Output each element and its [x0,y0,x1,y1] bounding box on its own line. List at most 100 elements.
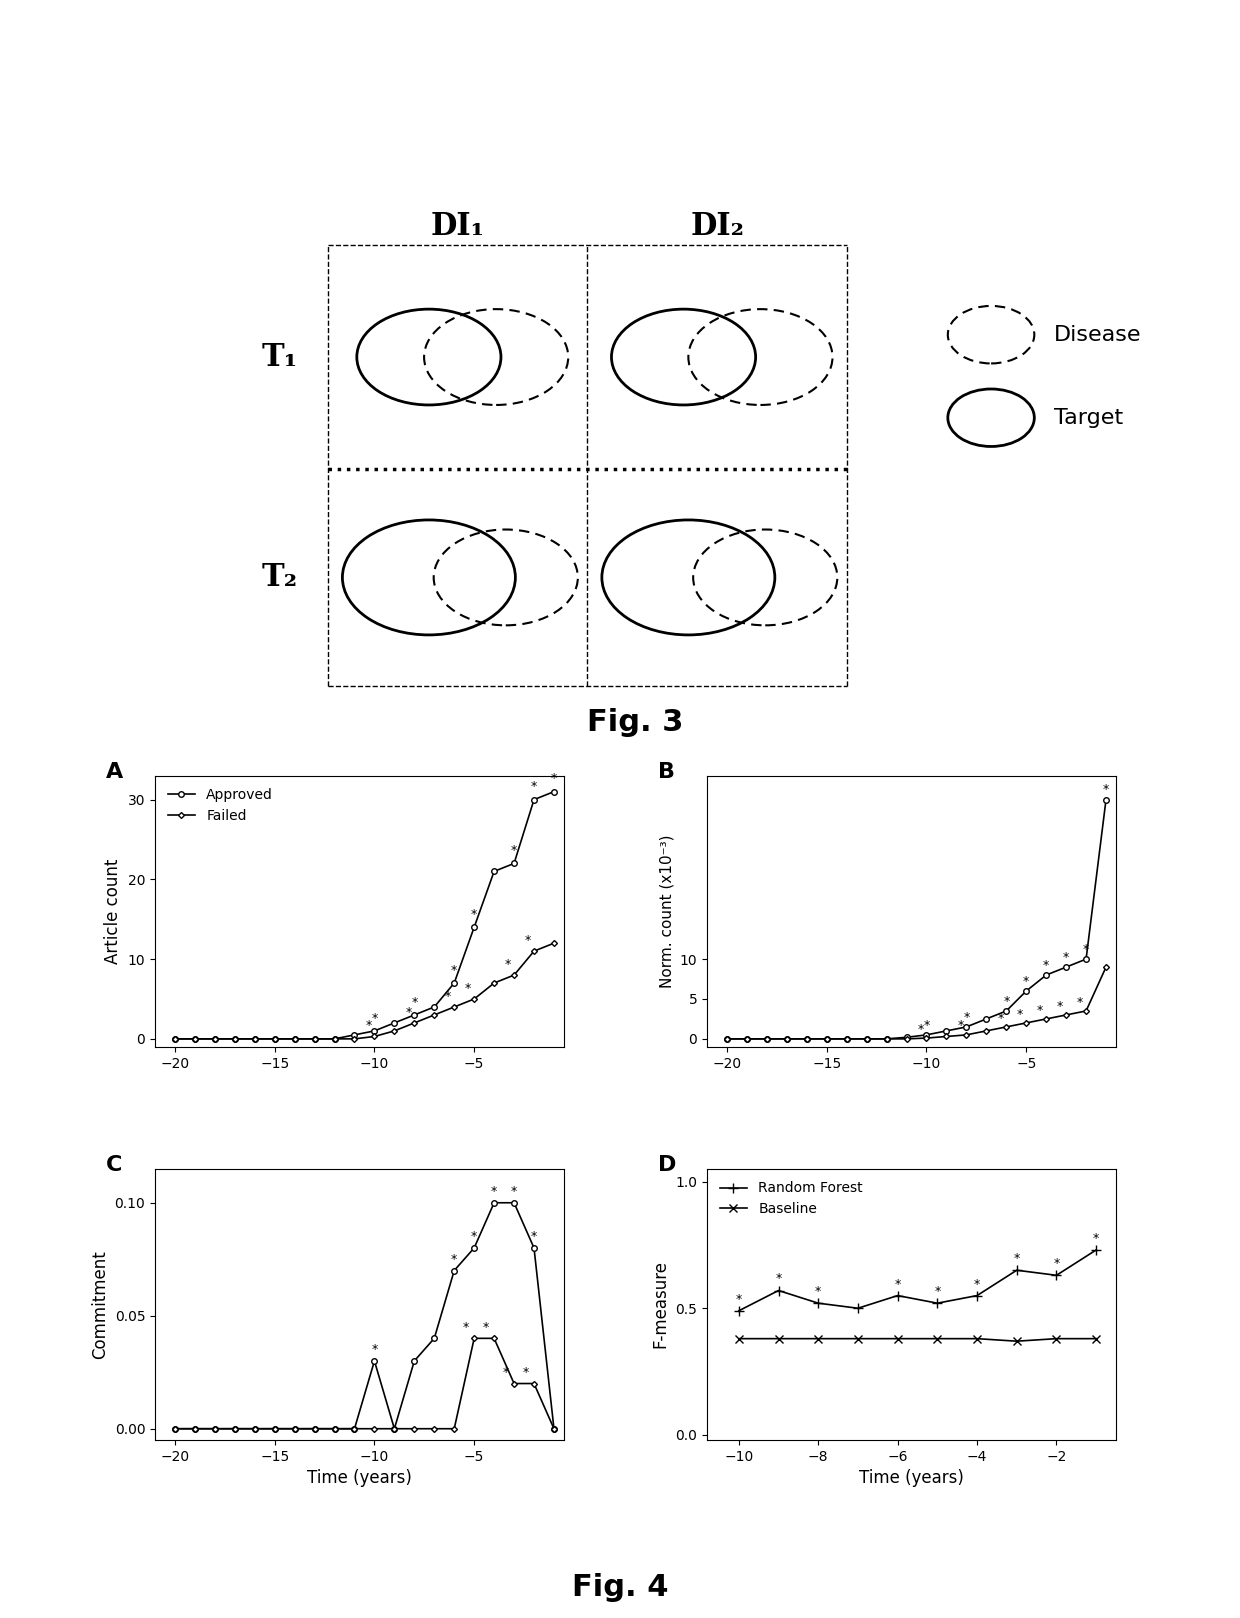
Failed [207,1029,222,1048]
Approved [547,781,562,801]
Text: *: * [963,1011,970,1024]
Text: *: * [511,845,517,858]
Text: T₁: T₁ [262,341,298,372]
Random Forest [1049,1265,1064,1285]
Random Forest [1089,1241,1104,1260]
Line: Random Forest: Random Forest [734,1246,1101,1315]
Text: *: * [523,1366,529,1379]
Random Forest [1009,1260,1024,1280]
Text: *: * [1017,1008,1023,1021]
Failed [187,1029,202,1048]
Failed [407,1013,422,1032]
Legend: Random Forest, Baseline: Random Forest, Baseline [714,1176,869,1222]
Approved [367,1021,382,1040]
Failed [507,966,522,985]
Baseline [732,1328,746,1348]
Approved [427,997,441,1016]
Baseline [771,1328,786,1348]
Text: *: * [735,1293,742,1306]
Text: *: * [503,1366,510,1379]
Failed [247,1029,262,1048]
Text: A: A [105,762,123,781]
Failed [308,1029,322,1048]
Y-axis label: Article count: Article count [104,859,122,964]
Baseline [930,1328,945,1348]
Text: *: * [1003,995,1009,1008]
Text: *: * [471,1230,477,1244]
Approved [308,1029,322,1048]
Baseline [851,1328,866,1348]
Approved [486,862,501,882]
Text: *: * [505,958,511,971]
Baseline [970,1328,985,1348]
Text: *: * [1013,1252,1019,1265]
Text: *: * [465,982,471,995]
Approved [268,1029,283,1048]
Text: Target: Target [1054,408,1122,427]
Text: T₂: T₂ [262,561,298,592]
Y-axis label: Commitment: Commitment [91,1251,109,1359]
Text: DI₁: DI₁ [430,210,485,241]
Failed [466,989,481,1008]
Text: *: * [484,1320,490,1333]
Text: *: * [451,1252,458,1265]
Failed [427,1005,441,1024]
Approved [247,1029,262,1048]
Text: Fig. 3: Fig. 3 [588,709,683,738]
Text: DI₂: DI₂ [691,210,744,241]
Baseline [1049,1328,1064,1348]
Y-axis label: F-measure: F-measure [652,1260,670,1348]
Text: *: * [1063,951,1069,964]
Failed [547,934,562,953]
Text: *: * [366,1019,372,1032]
Text: *: * [445,990,451,1003]
Failed [327,1029,342,1048]
Text: *: * [775,1272,781,1285]
Y-axis label: Norm. count (x10⁻³): Norm. count (x10⁻³) [660,835,675,989]
Approved [227,1029,242,1048]
Text: *: * [531,1230,537,1244]
Failed [347,1029,362,1048]
Text: *: * [957,1019,963,1032]
Approved [187,1029,202,1048]
Failed [367,1027,382,1047]
Text: *: * [815,1285,821,1298]
Text: *: * [1078,995,1084,1008]
Text: Disease: Disease [1054,325,1141,345]
Baseline [1089,1328,1104,1348]
Failed [387,1021,402,1040]
Text: *: * [463,1320,469,1333]
Random Forest [811,1293,826,1312]
Text: *: * [1043,959,1049,972]
Text: *: * [371,1011,377,1024]
Text: D: D [658,1155,676,1175]
Text: *: * [412,995,418,1008]
Failed [486,974,501,993]
Text: *: * [511,1186,517,1199]
Text: *: * [471,908,477,921]
Approved [288,1029,303,1048]
Random Forest [771,1281,786,1301]
Text: C: C [105,1155,123,1175]
Text: *: * [1083,943,1089,956]
Text: *: * [1023,974,1029,989]
Text: B: B [658,762,675,781]
Approved [446,974,461,993]
Text: *: * [371,1343,377,1356]
Failed [227,1029,242,1048]
Text: *: * [551,772,557,785]
Failed [527,942,542,961]
Failed [268,1029,283,1048]
Text: *: * [525,934,531,947]
X-axis label: Time (years): Time (years) [308,1469,412,1487]
Baseline [1009,1332,1024,1351]
Text: *: * [894,1278,900,1291]
Approved [387,1013,402,1032]
Failed [167,1029,182,1048]
Text: *: * [531,780,537,793]
Approved [347,1026,362,1045]
Text: *: * [1037,1003,1043,1016]
Approved [207,1029,222,1048]
Text: *: * [491,1186,497,1199]
Text: *: * [997,1011,1003,1024]
